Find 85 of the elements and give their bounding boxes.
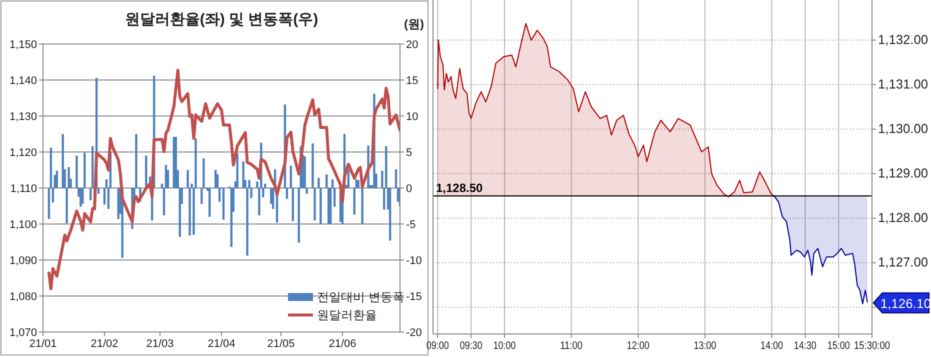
x-tick-label: 15:00 [827,340,855,352]
bar [329,188,332,224]
bar [103,188,106,205]
y-tick-label: 1,100 [9,219,37,231]
bar [286,188,288,199]
x-tick-label: 21/05 [267,338,295,350]
bar [328,188,330,224]
y-tick-label: 1,120 [9,147,37,159]
bar [290,166,292,188]
bar [56,170,58,188]
bar [160,184,164,188]
y-tick-label: 1,132.00 [878,32,929,48]
bar [347,170,350,188]
bar [333,188,336,207]
bar [326,174,328,188]
x-tick-label: 21/04 [208,338,236,350]
bar [107,188,110,209]
y-tick-label: 1,129.00 [878,166,929,181]
bar [292,188,294,222]
annotation: 1,126.10 [880,296,931,311]
legend-label: 원달러환율 [317,308,377,322]
bar [62,134,64,188]
y-tick-label: 1,070 [9,327,37,339]
bar [52,188,54,202]
y-tick-label: 1,127.00 [878,254,929,270]
bar [97,188,100,194]
chart-title: 원달러환율(좌) 및 변동폭(우) [124,11,318,28]
bar [162,188,166,216]
y-tick-label: 1,131.00 [878,76,929,92]
bar [174,136,177,188]
legend-label: 전일대비 변동폭 [317,290,404,304]
y-tick-label: 1,140 [9,75,37,87]
bar [222,188,225,220]
ref-line-label: 1,128.50 [436,180,484,195]
bar [353,188,356,215]
bar [218,188,221,202]
x-tick-label: 13:00 [694,340,722,352]
y2-tick-label: 0 [406,183,412,195]
y2-tick-label: -5 [406,219,416,231]
x-tick-label: 09:00 [426,340,454,352]
bar [242,161,244,188]
bar [50,148,52,188]
bar [214,170,217,188]
x-tick-label: 14:00 [760,340,788,352]
y-tick-label: 1,080 [9,291,37,303]
x-tick-label: 12:00 [626,340,654,352]
x-tick-label: 21/03 [146,338,174,350]
y-tick-label: 1,128.00 [878,210,929,226]
bar [272,188,274,209]
bar [394,169,398,188]
bar [48,188,50,219]
y2-tick-label: 10 [406,111,418,123]
y-tick-label: 1,130 [9,111,37,123]
y2-axis-title: (원) [404,17,424,31]
y2-tick-label: -15 [406,291,422,303]
y-tick-label: 1,150 [9,39,37,51]
y2-tick-label: 15 [406,75,418,87]
x-tick-label: 14:30 [794,340,822,352]
x-tick-label: 09:30 [460,340,488,352]
x-tick-label: 21/06 [328,338,356,350]
y-tick-label: 1,090 [9,255,37,267]
bar [172,136,175,188]
bar [164,164,168,188]
y2-tick-label: 5 [406,147,412,159]
x-tick-label: 21/01 [29,338,57,350]
bar [361,188,364,224]
bar [91,146,94,188]
x-tick-label: 10:00 [493,340,521,352]
x-tick-label: 15:30:00 [854,340,897,352]
x-tick-label: 11:00 [560,340,587,352]
y-tick-label: 1,130.00 [878,121,929,136]
annotation: 1,126.10 [872,292,931,314]
bar [388,188,392,241]
bar [80,188,82,207]
y2-tick-label: -20 [406,327,422,339]
bar [216,174,219,188]
y-tick-label: 1,110 [10,183,37,195]
bar [396,188,400,202]
bar [208,188,211,217]
line-series [47,68,400,290]
y2-tick-label: -10 [406,255,422,267]
bar [385,146,388,188]
y2-tick-label: 20 [406,39,418,51]
bar [230,188,233,248]
x-tick-label: 21/02 [90,338,118,350]
